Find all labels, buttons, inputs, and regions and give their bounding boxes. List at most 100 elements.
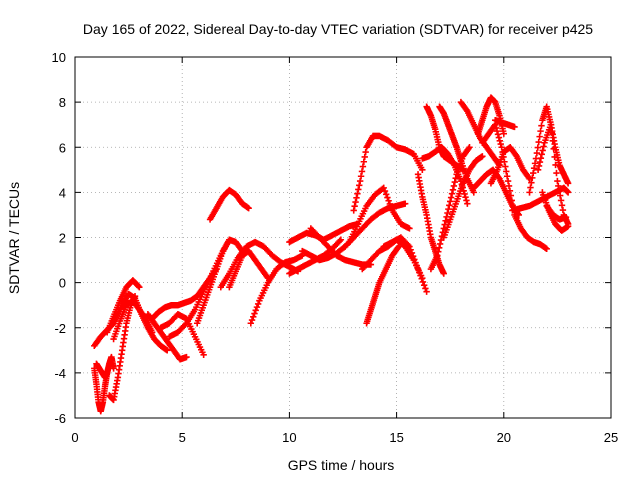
series-23	[363, 243, 402, 327]
data-point	[531, 160, 539, 167]
data-point	[444, 209, 451, 217]
data-point	[500, 130, 507, 137]
data-point	[507, 192, 515, 199]
data-point	[419, 278, 427, 286]
data-point	[552, 161, 559, 169]
data-point	[558, 202, 566, 209]
data-point	[337, 236, 345, 243]
data-point	[420, 282, 428, 289]
y-tick-label: 2	[59, 231, 66, 246]
data-point	[537, 127, 544, 135]
x-tick-label: 0	[71, 430, 78, 445]
data-point	[451, 178, 458, 186]
data-point	[407, 246, 414, 253]
data-point	[417, 272, 424, 279]
gridlines	[75, 57, 611, 418]
data-point	[534, 144, 541, 151]
data-point	[442, 217, 449, 224]
data-point	[245, 204, 252, 212]
series-19	[307, 225, 375, 268]
data-point	[554, 177, 561, 185]
data-point	[247, 320, 255, 327]
data-point	[479, 153, 486, 160]
data-point	[555, 182, 562, 190]
data-point	[492, 121, 499, 128]
data-point	[492, 124, 500, 132]
data-point	[359, 163, 367, 170]
series-25	[380, 234, 430, 295]
data-point	[504, 177, 512, 185]
data-point	[362, 148, 369, 156]
data-point	[136, 283, 143, 291]
data-point	[557, 197, 565, 204]
data-point	[447, 194, 455, 201]
data-point	[419, 166, 426, 174]
data-point	[409, 252, 417, 260]
data-point	[505, 182, 513, 190]
data-point	[354, 190, 361, 197]
data-series	[91, 94, 572, 415]
data-point	[502, 163, 509, 170]
data-point	[252, 307, 259, 314]
series-38	[509, 184, 572, 214]
data-point	[423, 288, 430, 295]
data-point	[385, 197, 392, 204]
data-point	[506, 187, 514, 194]
data-point	[559, 206, 567, 214]
data-point	[498, 144, 505, 151]
data-point	[556, 187, 563, 194]
data-point	[497, 140, 504, 148]
data-point	[336, 237, 343, 245]
series-22	[350, 132, 426, 214]
y-axis: -6 -4 -2 0 2 4 6 8 10	[52, 50, 611, 426]
data-point	[452, 174, 459, 182]
series-2	[93, 353, 117, 381]
series-21	[346, 184, 413, 246]
series-39	[526, 103, 572, 196]
data-point	[508, 197, 515, 204]
data-point	[384, 194, 391, 201]
data-point	[163, 347, 171, 354]
data-point	[356, 182, 363, 189]
data-point	[382, 191, 390, 198]
data-point	[361, 153, 368, 161]
data-point	[503, 173, 511, 180]
data-point	[413, 262, 421, 270]
data-point	[549, 137, 557, 145]
data-point	[352, 198, 359, 206]
series-41	[539, 189, 572, 234]
data-point	[358, 168, 366, 175]
data-point	[462, 194, 469, 201]
data-point	[183, 353, 190, 361]
data-point	[353, 194, 360, 202]
data-point	[381, 187, 389, 195]
data-point	[496, 137, 504, 145]
data-point	[248, 316, 256, 324]
data-point	[539, 147, 546, 154]
data-point	[463, 106, 470, 114]
data-point	[465, 145, 472, 152]
data-point	[251, 310, 258, 317]
x-tick-label: 10	[282, 430, 296, 445]
data-point	[503, 168, 510, 175]
x-tick-label: 15	[389, 430, 403, 445]
data-point	[356, 177, 364, 185]
y-tick-label: -6	[54, 411, 66, 426]
data-point	[350, 207, 357, 214]
y-tick-label: 0	[59, 276, 66, 291]
data-point	[564, 189, 572, 196]
data-point	[529, 174, 536, 182]
data-point	[110, 365, 117, 372]
data-point	[253, 303, 261, 311]
data-point	[548, 129, 556, 136]
data-point	[360, 158, 368, 165]
data-point	[450, 182, 458, 190]
data-point	[535, 138, 542, 146]
data-point	[449, 186, 457, 193]
data-point	[564, 223, 572, 230]
data-point	[418, 275, 425, 282]
y-axis-label: SDTVAR / TECUs	[6, 182, 22, 294]
series-14	[226, 247, 272, 291]
y-tick-label: 6	[59, 140, 66, 155]
data-point	[562, 213, 570, 221]
